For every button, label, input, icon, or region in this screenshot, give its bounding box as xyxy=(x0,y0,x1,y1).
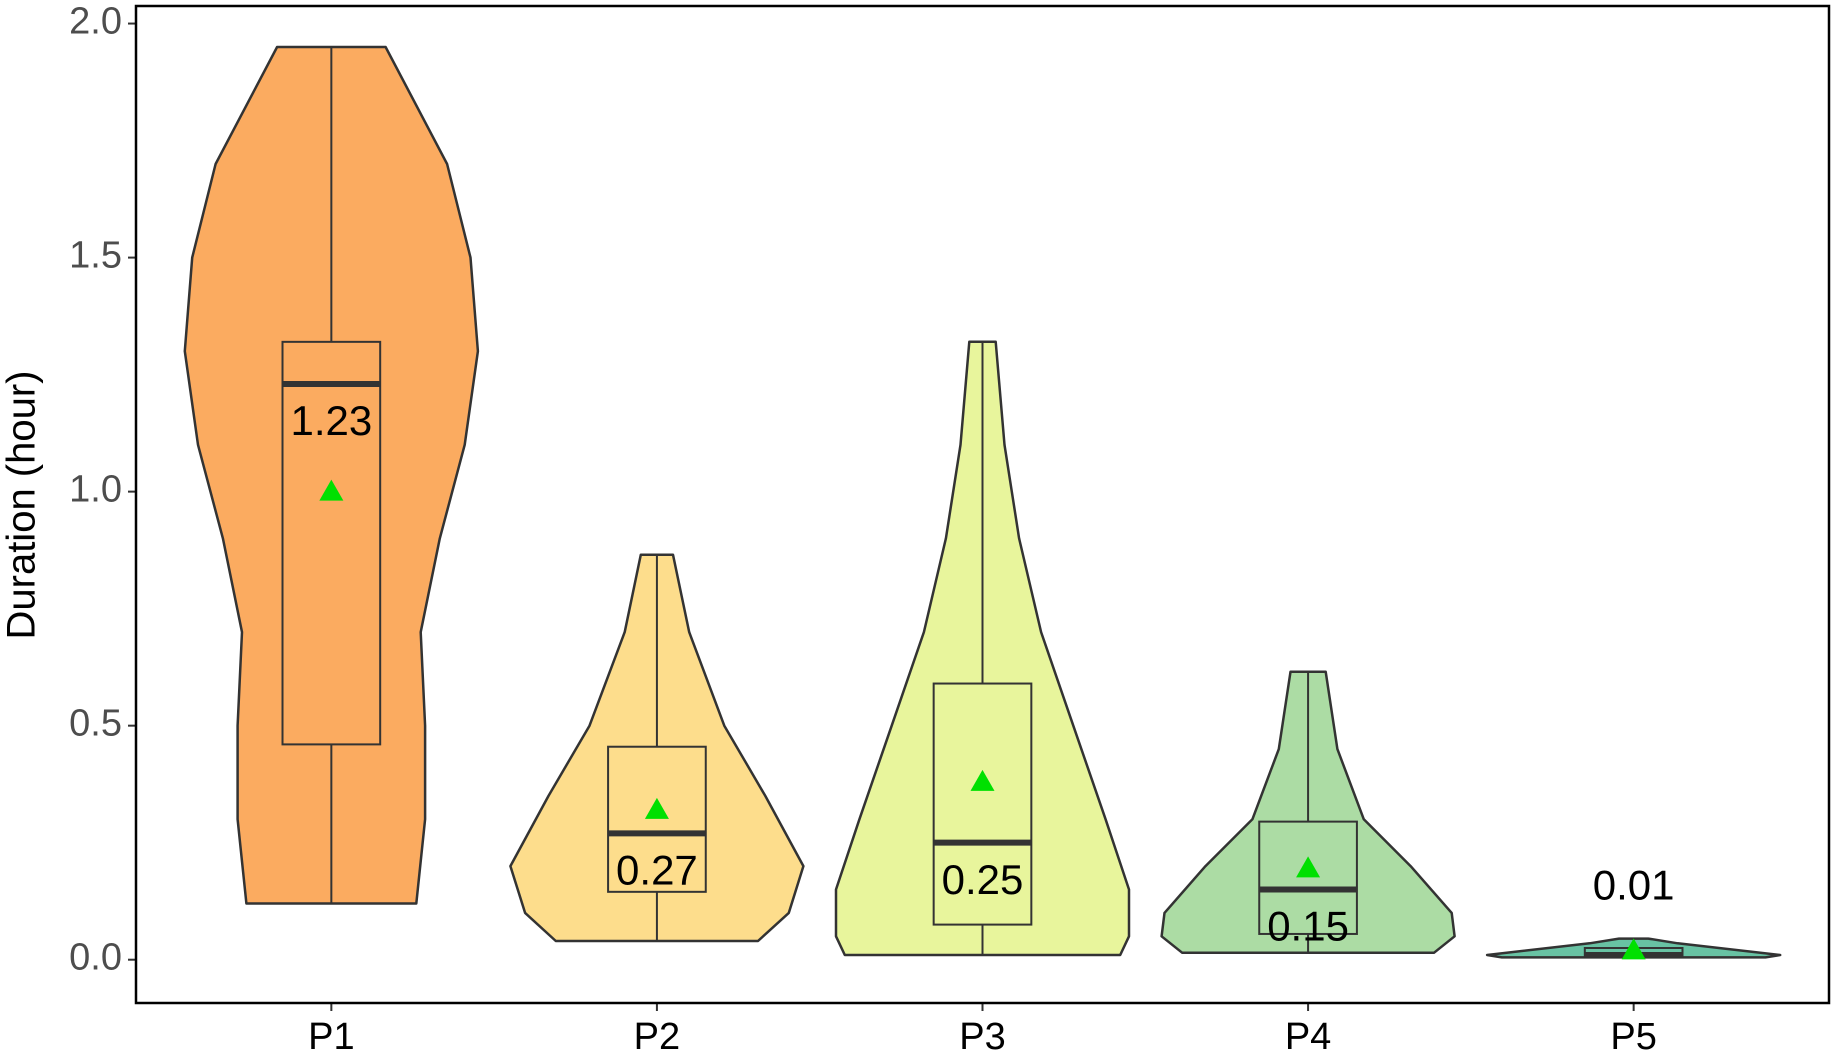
y-tick-label: 0.0 xyxy=(69,937,122,979)
median-label: 0.01 xyxy=(1593,862,1675,909)
x-tick-label: P3 xyxy=(959,1016,1005,1057)
box xyxy=(281,340,382,746)
violin xyxy=(509,553,805,943)
x-tick-label: P5 xyxy=(1610,1016,1656,1057)
box xyxy=(1258,820,1358,935)
x-tick-label: P4 xyxy=(1285,1016,1331,1057)
box xyxy=(932,682,1033,926)
mean-marker xyxy=(1296,856,1321,878)
median-label: 1.23 xyxy=(290,397,372,444)
mean-marker xyxy=(319,479,344,501)
y-tick-label: 1.0 xyxy=(69,469,122,511)
plot-border xyxy=(134,4,1831,1005)
median-label: 0.15 xyxy=(1267,903,1349,950)
x-tick-label: P1 xyxy=(308,1016,354,1057)
median-label: 0.25 xyxy=(942,856,1024,903)
mean-marker xyxy=(644,797,669,819)
mean-marker xyxy=(970,769,995,791)
median-label: 0.27 xyxy=(616,846,698,893)
y-axis-label: Duration (hour) xyxy=(0,370,44,639)
x-tick-label: P2 xyxy=(634,1016,680,1057)
y-tick-label: 0.5 xyxy=(69,703,122,745)
mean-marker xyxy=(1621,938,1646,960)
box xyxy=(607,745,707,893)
y-tick-label: 2.0 xyxy=(69,1,122,43)
y-tick-label: 1.5 xyxy=(69,235,122,277)
violin xyxy=(183,45,480,905)
